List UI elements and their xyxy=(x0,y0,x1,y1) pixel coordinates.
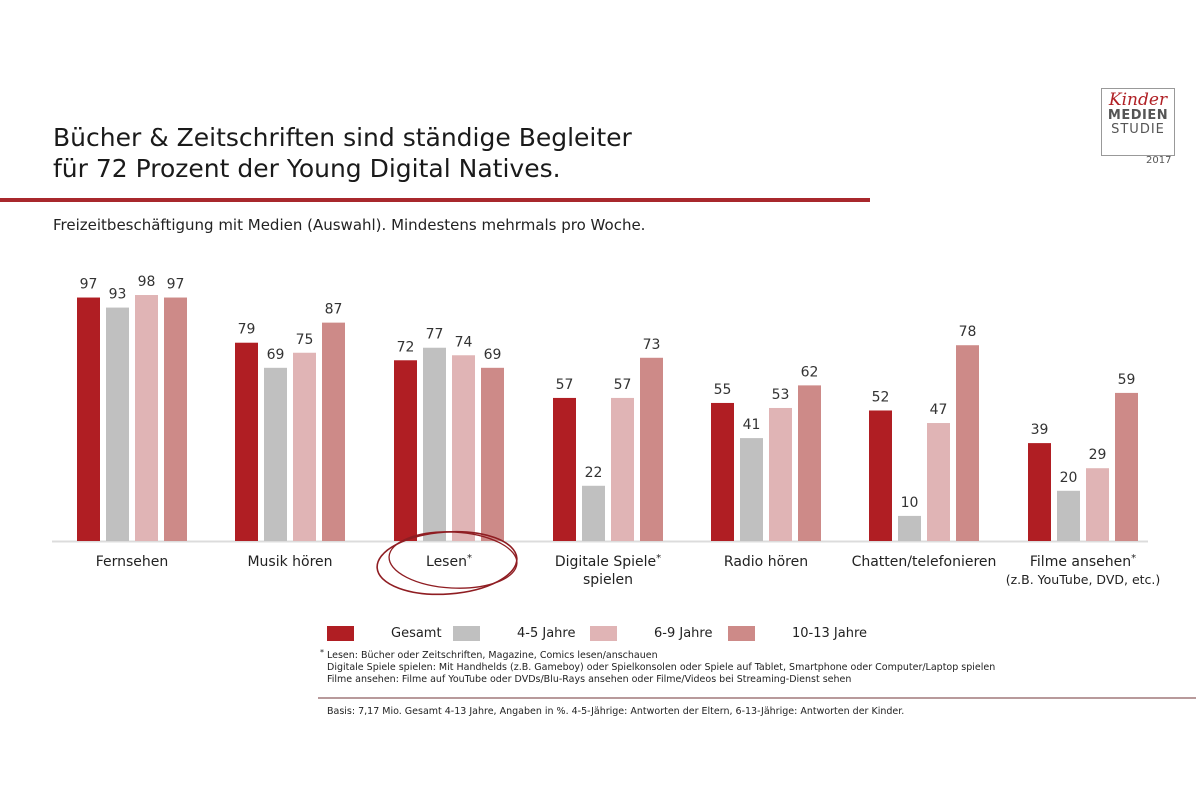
data-label-musik-h-ren-gesamt: 79 xyxy=(238,322,256,338)
bar-lesen-10-13-jahre xyxy=(481,367,504,541)
legend-swatch-10-13 xyxy=(728,626,755,641)
data-label-digitale-spiele-6-9-jahre: 57 xyxy=(614,377,632,393)
bar-chatten-telefonieren-6-9-jahre xyxy=(927,423,950,541)
legend-swatch-gesamt xyxy=(327,626,354,641)
data-label-musik-h-ren-6-9-jahre: 75 xyxy=(296,332,314,348)
data-label-filme-ansehen-gesamt: 39 xyxy=(1031,422,1049,438)
basis-note: Basis: 7,17 Mio. Gesamt 4-13 Jahre, Anga… xyxy=(327,706,905,717)
title-line-2: für 72 Prozent der Young Digital Natives… xyxy=(53,154,561,183)
legend-item-4-5: 4-5 Jahre xyxy=(453,626,575,641)
category-sublabel-filme-ansehen: (z.B. YouTube, DVD, etc.) xyxy=(1006,572,1161,587)
bar-musik-h-ren-6-9-jahre xyxy=(293,352,316,541)
bar-chatten-telefonieren-10-13-jahre xyxy=(956,345,979,541)
bar-lesen-gesamt xyxy=(394,360,417,541)
category-label-chatten-telefonieren: Chatten/telefonieren xyxy=(852,554,997,570)
data-label-chatten-telefonieren-4-5-jahre: 10 xyxy=(901,495,919,511)
data-label-chatten-telefonieren-6-9-jahre: 47 xyxy=(930,402,948,418)
data-label-filme-ansehen-4-5-jahre: 20 xyxy=(1060,470,1078,486)
logo-studie: STUDIE xyxy=(1111,122,1165,137)
category-label-filme-ansehen: Filme ansehen* xyxy=(1030,553,1136,570)
data-label-digitale-spiele-4-5-jahre: 22 xyxy=(585,465,603,481)
data-label-radio-h-ren-gesamt: 55 xyxy=(714,382,732,398)
bar-radio-h-ren-10-13-jahre xyxy=(798,385,821,541)
bar-chatten-telefonieren-4-5-jahre xyxy=(898,515,921,541)
title-line-1: Bücher & Zeitschriften sind ständige Beg… xyxy=(53,123,632,152)
data-label-fernsehen-gesamt: 97 xyxy=(80,277,98,293)
footnote-lesen: Lesen: Bücher oder Zeitschriften, Magazi… xyxy=(327,650,658,661)
footnote-marker: * xyxy=(1131,553,1136,564)
category-label-digitale-spiele: Digitale Spiele* xyxy=(555,553,661,570)
category-label-line2-digitale-spiele: spielen xyxy=(583,572,633,588)
title-divider xyxy=(0,198,870,202)
legend-label-4-5: 4-5 Jahre xyxy=(517,626,576,641)
logo-medien: MEDIEN xyxy=(1107,108,1169,123)
data-label-radio-h-ren-10-13-jahre: 62 xyxy=(801,364,819,380)
bar-fernsehen-gesamt xyxy=(77,297,100,541)
page-title: Bücher & Zeitschriften sind ständige Beg… xyxy=(53,122,632,184)
data-label-lesen-10-13-jahre: 69 xyxy=(484,347,502,363)
bar-fernsehen-4-5-jahre xyxy=(106,307,129,541)
logo-year: 2017 xyxy=(1146,155,1172,166)
data-label-lesen-6-9-jahre: 74 xyxy=(455,334,473,350)
data-label-musik-h-ren-10-13-jahre: 87 xyxy=(325,302,343,318)
bar-chatten-telefonieren-gesamt xyxy=(869,410,892,541)
data-label-fernsehen-10-13-jahre: 97 xyxy=(167,277,185,293)
data-label-lesen-4-5-jahre: 77 xyxy=(426,327,444,343)
logo-kinder: Kinder xyxy=(1108,90,1168,110)
data-label-fernsehen-6-9-jahre: 98 xyxy=(138,274,156,290)
legend-item-10-13: 10-13 Jahre xyxy=(728,626,867,641)
legend-label-10-13: 10-13 Jahre xyxy=(792,626,868,641)
data-label-digitale-spiele-gesamt: 57 xyxy=(556,377,574,393)
category-label-lesen: Lesen* xyxy=(426,553,472,570)
bar-filme-ansehen-4-5-jahre xyxy=(1057,490,1080,541)
bar-filme-ansehen-6-9-jahre xyxy=(1086,468,1109,541)
bar-filme-ansehen-10-13-jahre xyxy=(1115,392,1138,541)
footnote-digitale-spiele: Digitale Spiele spielen: Mit Handhelds (… xyxy=(327,662,996,673)
legend-label-6-9: 6-9 Jahre xyxy=(654,626,713,641)
category-label-radio-h-ren: Radio hören xyxy=(724,554,808,570)
bar-digitale-spiele-10-13-jahre xyxy=(640,357,663,541)
data-label-musik-h-ren-4-5-jahre: 69 xyxy=(267,347,285,363)
footnote-filme: Filme ansehen: Filme auf YouTube oder DV… xyxy=(327,674,852,685)
data-label-chatten-telefonieren-gesamt: 52 xyxy=(872,389,890,405)
bar-radio-h-ren-4-5-jahre xyxy=(740,438,763,541)
bar-digitale-spiele-6-9-jahre xyxy=(611,397,634,541)
data-label-digitale-spiele-10-13-jahre: 73 xyxy=(643,337,661,353)
bar-filme-ansehen-gesamt xyxy=(1028,443,1051,541)
category-label-musik-h-ren: Musik hören xyxy=(247,554,332,570)
bar-digitale-spiele-gesamt xyxy=(553,397,576,541)
bar-fernsehen-6-9-jahre xyxy=(135,295,158,541)
footnote-marker: * xyxy=(467,553,472,564)
data-label-radio-h-ren-4-5-jahre: 41 xyxy=(743,417,761,433)
footer-divider xyxy=(318,697,1196,699)
legend-label-gesamt: Gesamt xyxy=(391,626,442,641)
data-label-filme-ansehen-6-9-jahre: 29 xyxy=(1089,447,1107,463)
footnote-marker: * xyxy=(656,553,661,564)
bar-lesen-4-5-jahre xyxy=(423,347,446,541)
chart-subtitle: Freizeitbeschäftigung mit Medien (Auswah… xyxy=(53,216,646,234)
kindermedienstudie-logo: Kinder MEDIEN STUDIE xyxy=(1101,88,1175,156)
data-label-chatten-telefonieren-10-13-jahre: 78 xyxy=(959,324,977,340)
bar-musik-h-ren-gesamt xyxy=(235,342,258,541)
bar-musik-h-ren-10-13-jahre xyxy=(322,322,345,541)
legend-item-6-9: 6-9 Jahre xyxy=(590,626,712,641)
data-label-filme-ansehen-10-13-jahre: 59 xyxy=(1118,372,1136,388)
footnotes: * Lesen: Bücher oder Zeitschriften, Maga… xyxy=(320,648,996,686)
bar-radio-h-ren-6-9-jahre xyxy=(769,407,792,541)
data-label-fernsehen-4-5-jahre: 93 xyxy=(109,287,127,303)
category-label-fernsehen: Fernsehen xyxy=(96,554,169,570)
legend-swatch-4-5 xyxy=(453,626,480,641)
highlight-circle-stroke-2 xyxy=(388,531,518,589)
bar-musik-h-ren-4-5-jahre xyxy=(264,367,287,541)
data-label-radio-h-ren-6-9-jahre: 53 xyxy=(772,387,790,403)
bar-radio-h-ren-gesamt xyxy=(711,402,734,541)
legend-swatch-6-9 xyxy=(590,626,617,641)
data-label-lesen-gesamt: 72 xyxy=(397,339,415,355)
bar-digitale-spiele-4-5-jahre xyxy=(582,485,605,541)
legend-item-gesamt: Gesamt xyxy=(327,626,442,641)
footnote-star: * xyxy=(320,648,324,657)
bar-lesen-6-9-jahre xyxy=(452,355,475,541)
bar-fernsehen-10-13-jahre xyxy=(164,297,187,541)
